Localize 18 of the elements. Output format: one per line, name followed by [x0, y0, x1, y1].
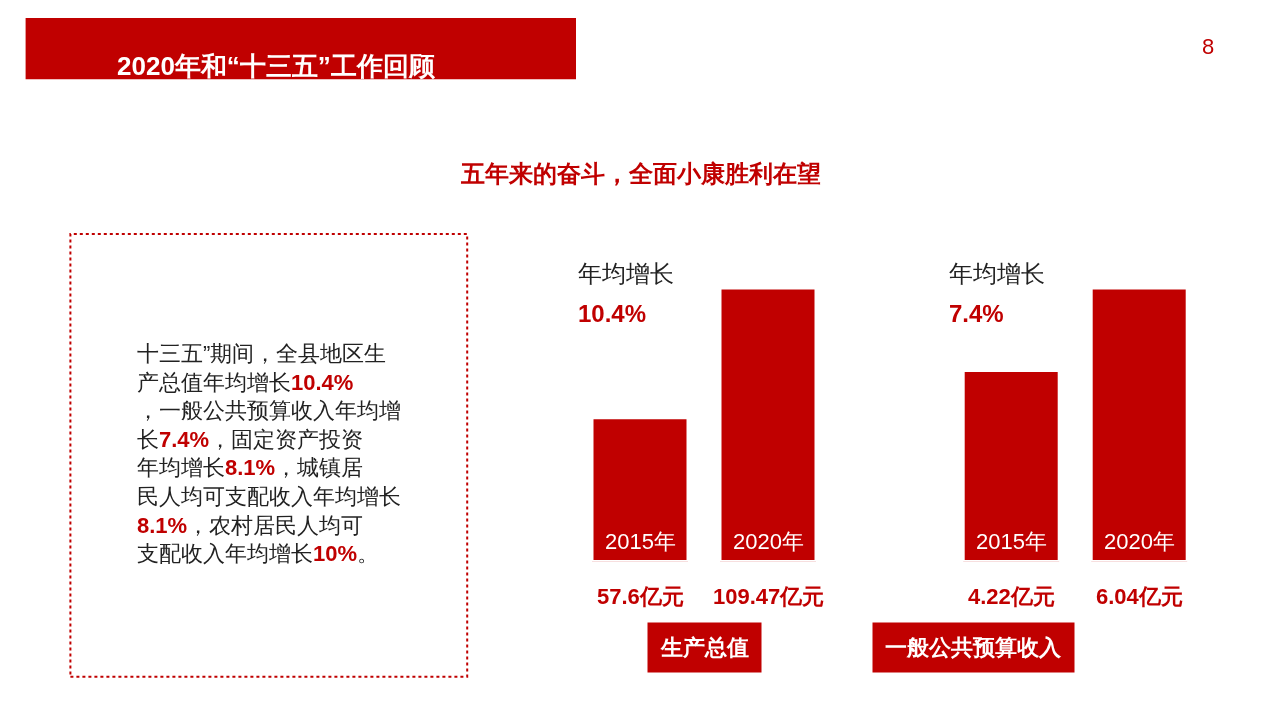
x-tick-label: 2015年 [976, 529, 1047, 554]
text: 十三五”期间，全县地区生产总值年均增长10.4%，一般公共预算收入年均增长7.4%，固定资产投资年均增长8.1%，城镇居民人均可支配收入年均增长8.1%，农村居民人均可支配收入年均增长10%。 [137, 341, 401, 567]
annotation: 10.4% [578, 300, 647, 327]
x-tick-label: 2020年 [733, 529, 804, 554]
text: 年均增长 [949, 260, 1045, 287]
x-tick-label: 2020年 [1104, 529, 1175, 554]
text: 2020年和“十三五”工作回顾 [117, 51, 436, 81]
data-label: 57.6亿元 [597, 584, 684, 609]
text: 8 [1202, 34, 1215, 59]
data-label: 4.22亿元 [968, 584, 1055, 609]
x-tick-label: 2015年 [605, 529, 676, 554]
data-label: 109.47亿元 [713, 584, 825, 609]
annotation: 7.4% [949, 300, 1004, 327]
text: 年均增长 [578, 260, 674, 287]
x-axis-title: 生产总值 [660, 635, 749, 660]
x-axis-title: 一般公共预算收入 [885, 635, 1062, 660]
data-label: 6.04亿元 [1096, 584, 1183, 609]
text: 五年来的奋斗，全面小康胜利在望 [460, 160, 821, 187]
